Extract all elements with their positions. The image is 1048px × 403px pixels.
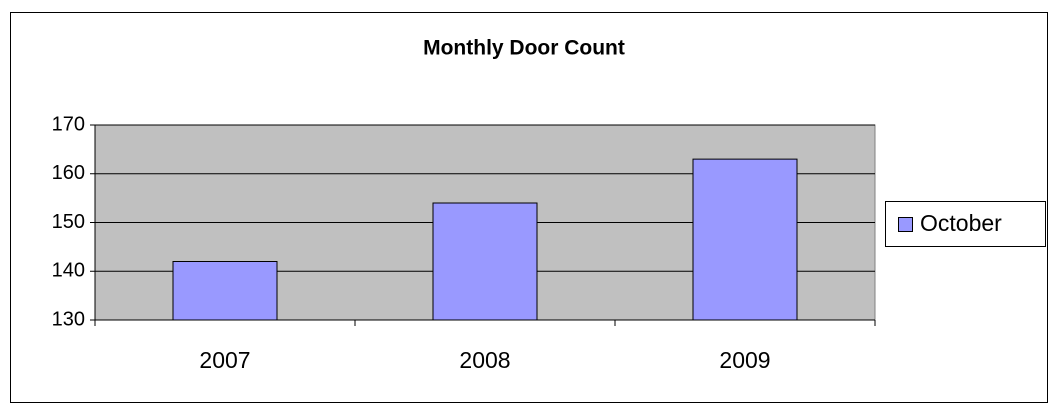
y-tick-label: 160: [52, 162, 85, 184]
chart-title: Monthly Door Count: [423, 37, 625, 60]
y-tick-label: 170: [52, 113, 85, 135]
bar: [432, 202, 538, 321]
legend-label: October: [920, 210, 1002, 236]
bar: [692, 158, 798, 321]
legend-swatch: [898, 217, 913, 232]
y-tick-label: 140: [52, 260, 85, 282]
bar: [172, 261, 278, 321]
y-tick-label: 150: [52, 211, 85, 233]
y-tick-label: 130: [52, 308, 85, 330]
x-tick-label: 2008: [459, 347, 510, 373]
x-tick-label: 2007: [199, 347, 250, 373]
x-tick-label: 2009: [719, 347, 770, 373]
